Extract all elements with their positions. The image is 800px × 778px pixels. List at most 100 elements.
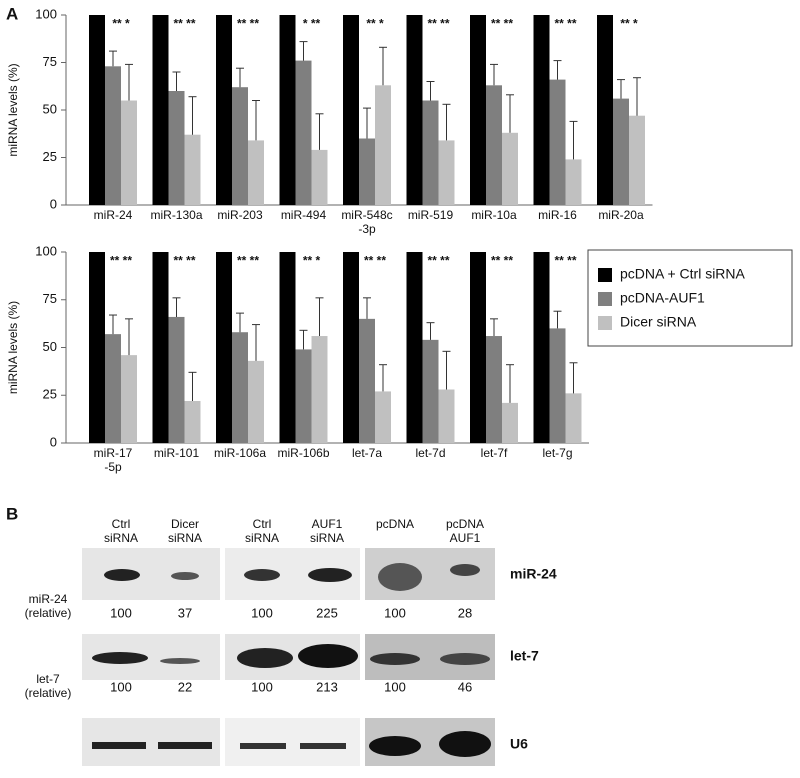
- x-tick-label: miR-16: [538, 208, 577, 222]
- row-label: U6: [510, 736, 528, 752]
- legend-label: Dicer siRNA: [620, 314, 697, 330]
- bar: [470, 15, 486, 205]
- row-label: let-7: [510, 648, 539, 664]
- y-tick-label: 75: [43, 291, 57, 306]
- bar: [184, 134, 201, 205]
- x-tick-label: miR-24: [94, 208, 133, 222]
- bar: [89, 252, 105, 443]
- bar: [502, 132, 518, 205]
- y-tick-label: 0: [50, 196, 57, 211]
- column-header: AUF1 siRNA: [310, 517, 344, 545]
- bar: [565, 393, 582, 443]
- bar: [375, 391, 391, 443]
- y-tick-label: 50: [43, 339, 57, 354]
- significance: ** **: [427, 17, 449, 31]
- bar: [629, 115, 645, 205]
- relative-value: 28: [458, 605, 472, 620]
- legend-label: pcDNA-AUF1: [620, 290, 705, 306]
- bar: [311, 149, 328, 205]
- bar: [279, 15, 296, 205]
- bar: [406, 252, 423, 443]
- bar: [168, 91, 185, 205]
- significance: ** **: [173, 254, 195, 268]
- significance: ** **: [364, 254, 386, 268]
- bar: [216, 252, 232, 443]
- x-tick-label: let-7d: [415, 446, 445, 460]
- bar: [295, 349, 312, 443]
- bar: [121, 355, 137, 443]
- relative-value: 100: [384, 679, 406, 694]
- relative-value: 46: [458, 679, 472, 694]
- relative-value: 100: [251, 605, 273, 620]
- blot-images: [82, 548, 495, 766]
- x-tick-label: miR-17 -5p: [94, 446, 133, 474]
- y-tick-label: 50: [43, 101, 57, 116]
- x-tick-label: miR-203: [217, 208, 263, 222]
- bar: [295, 60, 312, 205]
- bar: [502, 402, 518, 443]
- legend-box: [587, 249, 793, 347]
- column-header: pcDNA AUF1: [446, 517, 484, 545]
- bar: [248, 360, 264, 443]
- x-tick-label: miR-20a: [598, 208, 644, 222]
- bar: [470, 252, 486, 443]
- row-side-label: let-7 (relative): [25, 672, 72, 700]
- significance: ** *: [366, 17, 384, 31]
- relative-value: 37: [178, 605, 192, 620]
- bar: [533, 15, 550, 205]
- y-axis-label: miRNA levels (%): [6, 301, 20, 394]
- bar: [343, 15, 359, 205]
- y-tick-label: 75: [43, 54, 57, 69]
- bar: [422, 339, 439, 443]
- significance: ** **: [554, 17, 576, 31]
- relative-value: 100: [384, 605, 406, 620]
- row-side-label: miR-24 (relative): [25, 592, 72, 620]
- significance: ** *: [620, 17, 638, 31]
- relative-value: 100: [110, 605, 132, 620]
- bar: [486, 336, 502, 443]
- y-tick-label: 100: [35, 243, 57, 258]
- bar: [152, 15, 169, 205]
- legend-swatch: [598, 268, 612, 282]
- bar: [311, 336, 328, 443]
- bar: [565, 159, 582, 205]
- y-axis-label: miRNA levels (%): [6, 63, 20, 156]
- bar: [248, 140, 264, 205]
- y-tick-label: 25: [43, 149, 57, 164]
- bar: [549, 79, 566, 205]
- bar: [375, 85, 391, 205]
- bar: [549, 328, 566, 443]
- relative-value: 22: [178, 679, 192, 694]
- significance: ** **: [110, 254, 132, 268]
- x-tick-label: miR-548c -3p: [341, 208, 392, 236]
- x-tick-label: miR-106b: [277, 446, 329, 460]
- x-tick-label: miR-101: [154, 446, 200, 460]
- column-header: Ctrl siRNA: [104, 517, 138, 545]
- x-tick-label: let-7a: [352, 446, 382, 460]
- x-tick-label: let-7g: [542, 446, 572, 460]
- bar: [438, 389, 455, 443]
- relative-value: 225: [316, 605, 338, 620]
- x-tick-label: miR-519: [408, 208, 454, 222]
- y-tick-label: 0: [50, 434, 57, 449]
- bar: [438, 140, 455, 205]
- legend-label: pcDNA + Ctrl siRNA: [620, 266, 746, 282]
- column-header: Dicer siRNA: [168, 517, 202, 545]
- bar: [533, 252, 550, 443]
- significance: ** **: [237, 254, 259, 268]
- significance: ** **: [554, 254, 576, 268]
- bar: [232, 332, 248, 443]
- bar: [105, 66, 121, 205]
- bar: [168, 316, 185, 443]
- y-tick-label: 25: [43, 387, 57, 402]
- x-tick-label: miR-130a: [150, 208, 202, 222]
- bar: [343, 252, 359, 443]
- significance: ** *: [303, 254, 321, 268]
- bar: [359, 138, 375, 205]
- significance: ** **: [237, 17, 259, 31]
- row-label: miR-24: [510, 566, 557, 582]
- relative-value: 213: [316, 679, 338, 694]
- significance: ** **: [491, 254, 513, 268]
- relative-value: 100: [251, 679, 273, 694]
- x-tick-label: miR-10a: [471, 208, 517, 222]
